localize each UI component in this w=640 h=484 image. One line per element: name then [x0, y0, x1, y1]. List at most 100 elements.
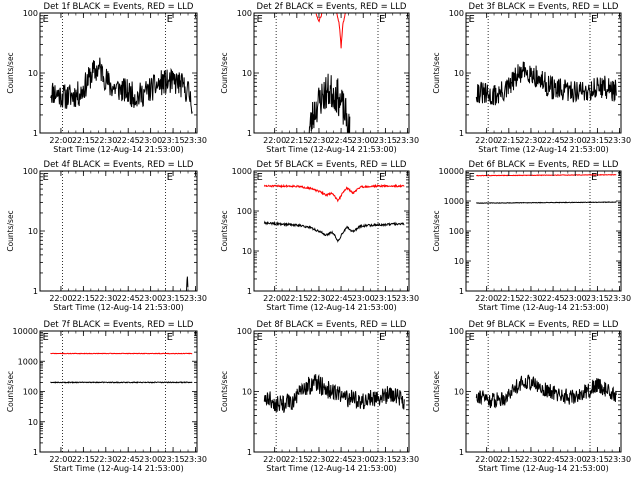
series-line-lld	[263, 183, 405, 203]
event-marker: E	[591, 172, 597, 183]
x-axis-label: Start Time (12-Aug-14 21:53:00)	[478, 303, 609, 312]
x-tick-label: 22:30	[307, 455, 330, 464]
y-tick-label: 10	[28, 227, 38, 236]
y-tick-label: 1	[459, 448, 464, 457]
event-marker: E	[591, 14, 597, 25]
event-marker: E	[42, 172, 48, 183]
panel-title: Det 5f BLACK = Events, RED = LLD	[257, 160, 407, 170]
x-tick-label: 23:00	[352, 294, 375, 303]
series-line-events	[475, 374, 617, 409]
y-tick-label: 10	[242, 388, 252, 397]
panel-title: Det 3f BLACK = Events, RED = LLD	[469, 2, 619, 12]
x-tick-label: 22:15	[72, 136, 95, 145]
y-axis-label: Counts/sec	[6, 210, 15, 251]
plot-frame	[39, 170, 198, 292]
y-tick-label: 10	[454, 69, 464, 78]
y-tick-label: 100	[449, 9, 464, 18]
x-axis-label: Start Time (12-Aug-14 21:53:00)	[266, 303, 397, 312]
y-tick-label: 100	[237, 327, 252, 336]
plot-frame	[39, 330, 198, 453]
x-tick-label: 23:15	[374, 294, 397, 303]
event-marker: E	[468, 14, 474, 25]
x-tick-label: 22:00	[49, 294, 72, 303]
y-axis-label: Counts/sec	[6, 52, 15, 93]
panel-title: Det 1f BLACK = Events, RED = LLD	[44, 2, 194, 12]
series-line-events	[308, 73, 351, 133]
y-axis-label: Counts/sec	[6, 371, 15, 412]
series-line-events	[186, 276, 189, 291]
series-line-lld	[315, 13, 323, 23]
y-tick-label: 10	[454, 388, 464, 397]
panel-title: Det 8f BLACK = Events, RED = LLD	[257, 320, 407, 330]
x-tick-label: 22:00	[263, 455, 286, 464]
panel-det-3: Det 3f BLACK = Events, RED = LLD E E 1 10 100…	[432, 2, 631, 154]
y-tick-label: 1	[33, 129, 38, 138]
y-tick-label: 1000	[444, 197, 464, 206]
y-axis-label: Counts/sec	[432, 210, 441, 251]
event-marker: E	[256, 172, 262, 183]
plot-frame	[253, 12, 410, 134]
panel-det-8: Det 8f BLACK = Events, RED = LLD E E 1 10 100…	[220, 320, 419, 473]
x-tick-label: 23:15	[162, 136, 185, 145]
event-marker: E	[167, 172, 173, 183]
x-tick-label: 22:30	[519, 294, 542, 303]
x-tick-label: 23:30	[396, 455, 419, 464]
event-marker: E	[256, 332, 262, 343]
event-marker: E	[468, 172, 474, 183]
y-tick-label: 1	[247, 129, 252, 138]
series-line-events	[50, 381, 193, 384]
y-tick-label: 10	[242, 69, 252, 78]
y-tick-label: 100	[449, 327, 464, 336]
series-line-events	[475, 61, 617, 106]
y-axis-label: Counts/sec	[220, 371, 229, 412]
x-tick-label: 22:00	[475, 136, 498, 145]
event-marker: E	[379, 172, 385, 183]
x-tick-label: 22:45	[542, 136, 565, 145]
x-tick-label: 22:30	[307, 294, 330, 303]
x-tick-label: 23:00	[564, 455, 587, 464]
plot-frame	[465, 12, 622, 134]
series-line-lld	[476, 173, 617, 177]
x-tick-label: 22:15	[72, 294, 95, 303]
series-line-events	[263, 373, 405, 413]
panel-title: Det 6f BLACK = Events, RED = LLD	[469, 160, 619, 170]
x-tick-label: 23:00	[352, 455, 375, 464]
x-tick-label: 22:00	[263, 136, 286, 145]
event-marker: E	[256, 14, 262, 25]
x-tick-label: 22:15	[72, 455, 95, 464]
x-axis-label: Start Time (12-Aug-14 21:53:00)	[53, 303, 184, 312]
y-axis-label: Counts/sec	[220, 52, 229, 93]
x-axis-label: Start Time (12-Aug-14 21:53:00)	[53, 145, 184, 154]
y-tick-label: 100	[23, 388, 38, 397]
x-tick-label: 22:15	[497, 294, 520, 303]
series-line-lld	[336, 13, 346, 49]
x-tick-label: 22:45	[330, 294, 353, 303]
x-tick-label: 22:30	[94, 294, 117, 303]
x-axis-label: Start Time (12-Aug-14 21:53:00)	[53, 464, 184, 473]
y-axis-label: Counts/sec	[220, 210, 229, 251]
x-tick-label: 23:15	[586, 294, 609, 303]
y-tick-label: 1000	[18, 357, 38, 366]
x-tick-label: 22:15	[285, 294, 308, 303]
x-tick-label: 23:30	[184, 294, 207, 303]
x-tick-label: 22:15	[497, 455, 520, 464]
y-tick-label: 1000	[232, 167, 252, 176]
event-marker: E	[42, 14, 48, 25]
x-tick-label: 23:30	[396, 136, 419, 145]
y-tick-label: 1	[459, 129, 464, 138]
x-tick-label: 23:15	[162, 455, 185, 464]
x-tick-label: 22:30	[519, 455, 542, 464]
y-tick-label: 100	[23, 167, 38, 176]
x-tick-label: 23:15	[586, 455, 609, 464]
y-tick-label: 10	[242, 247, 252, 256]
x-tick-label: 22:30	[94, 136, 117, 145]
event-marker: E	[42, 332, 48, 343]
y-tick-label: 1	[247, 287, 252, 296]
x-tick-label: 22:45	[117, 455, 140, 464]
plot-frame	[253, 170, 410, 292]
x-tick-label: 22:00	[49, 455, 72, 464]
y-tick-label: 10	[28, 69, 38, 78]
y-tick-label: 10	[454, 257, 464, 266]
x-tick-label: 22:00	[475, 294, 498, 303]
